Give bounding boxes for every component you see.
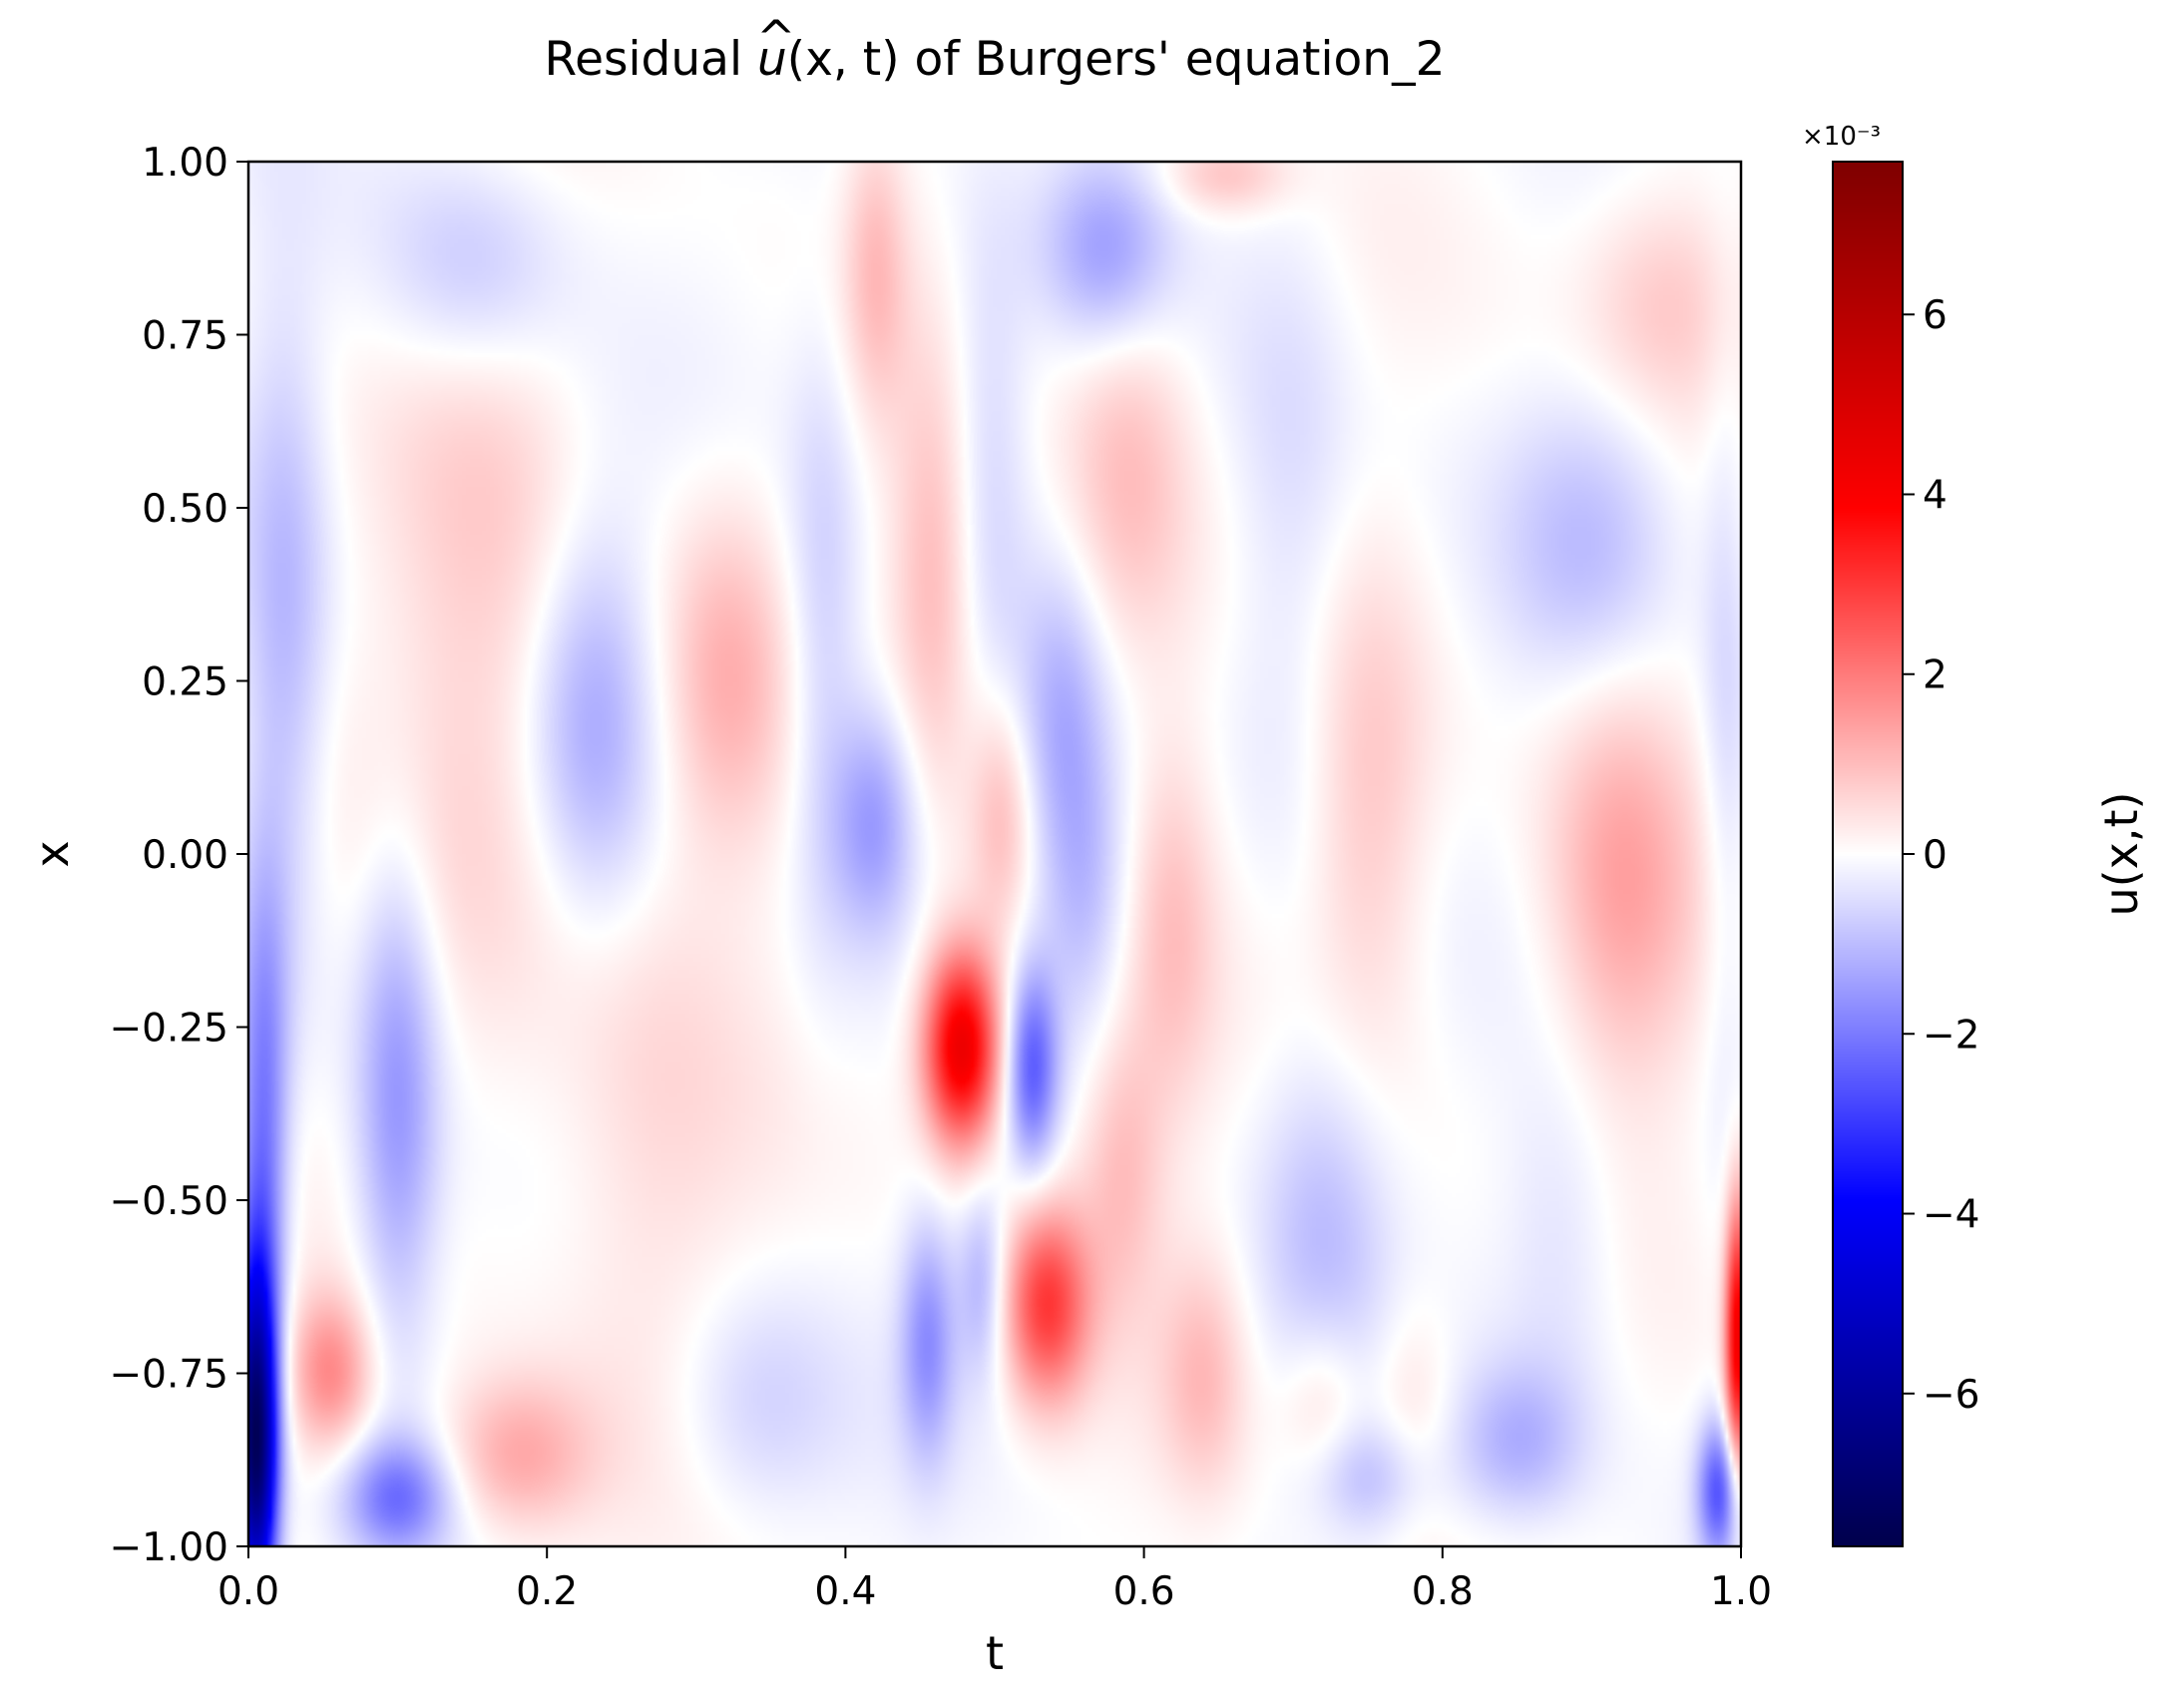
- colorbar-tick-label: 6: [1923, 293, 1948, 338]
- colorbar-tick-label: −4: [1923, 1193, 1980, 1238]
- colorbar-label: u(x,t): [2094, 792, 2148, 917]
- title-math-base: u: [757, 32, 787, 87]
- x-tick-label: 0.4: [814, 1569, 876, 1614]
- colorbar-tick-label: 0: [1923, 833, 1948, 878]
- x-tick-label: 0.2: [516, 1569, 578, 1614]
- y-tick-label: −0.50: [109, 1179, 228, 1224]
- x-axis-ticks: 0.0 0.2 0.4 0.6 0.8 1.0: [217, 1546, 1772, 1614]
- colorbar-frame: [1832, 161, 1904, 1547]
- title-hat-accent: ^: [756, 11, 795, 66]
- y-axis-ticks: 1.00 0.75 0.50 0.25 0.00 −0.25 −0.50 −0.75 −1.00: [109, 141, 248, 1570]
- x-tick-label: 0.8: [1412, 1569, 1474, 1614]
- y-tick-label: 0.25: [142, 660, 228, 705]
- y-tick-label: 0.50: [142, 487, 228, 532]
- y-tick-label: −1.00: [109, 1525, 228, 1570]
- y-axis-label: x: [25, 840, 79, 867]
- colorbar-tick-label: −6: [1923, 1373, 1980, 1418]
- heatmap-image: [248, 162, 1741, 1546]
- y-tick-label: 0.00: [142, 833, 228, 878]
- y-tick-label: −0.25: [109, 1007, 228, 1052]
- y-tick-label: 1.00: [142, 141, 228, 186]
- colorbar-tick-label: 2: [1923, 653, 1948, 698]
- colorbar-exponent: ×10⁻³: [1802, 122, 1881, 152]
- colorbar-tick-label: −2: [1923, 1013, 1980, 1058]
- plot-frame: [246, 160, 1743, 1548]
- colorbar-gradient: [1833, 162, 1903, 1546]
- x-axis-label: t: [986, 1626, 1004, 1680]
- chart-title: Residual u(x, t) of Burgers' equation_2: [545, 32, 1446, 87]
- x-tick-label: 0.0: [217, 1569, 279, 1614]
- x-tick-label: 0.6: [1113, 1569, 1175, 1614]
- colorbar-ticks: 6 4 2 0 −2 −4 −6: [1903, 293, 1980, 1418]
- colorbar-tick-label: 4: [1923, 473, 1948, 518]
- y-tick-label: −0.75: [109, 1353, 228, 1398]
- title-math-args: (x, t): [787, 32, 900, 87]
- y-tick-label: 0.75: [142, 314, 228, 359]
- x-tick-label: 1.0: [1710, 1569, 1772, 1614]
